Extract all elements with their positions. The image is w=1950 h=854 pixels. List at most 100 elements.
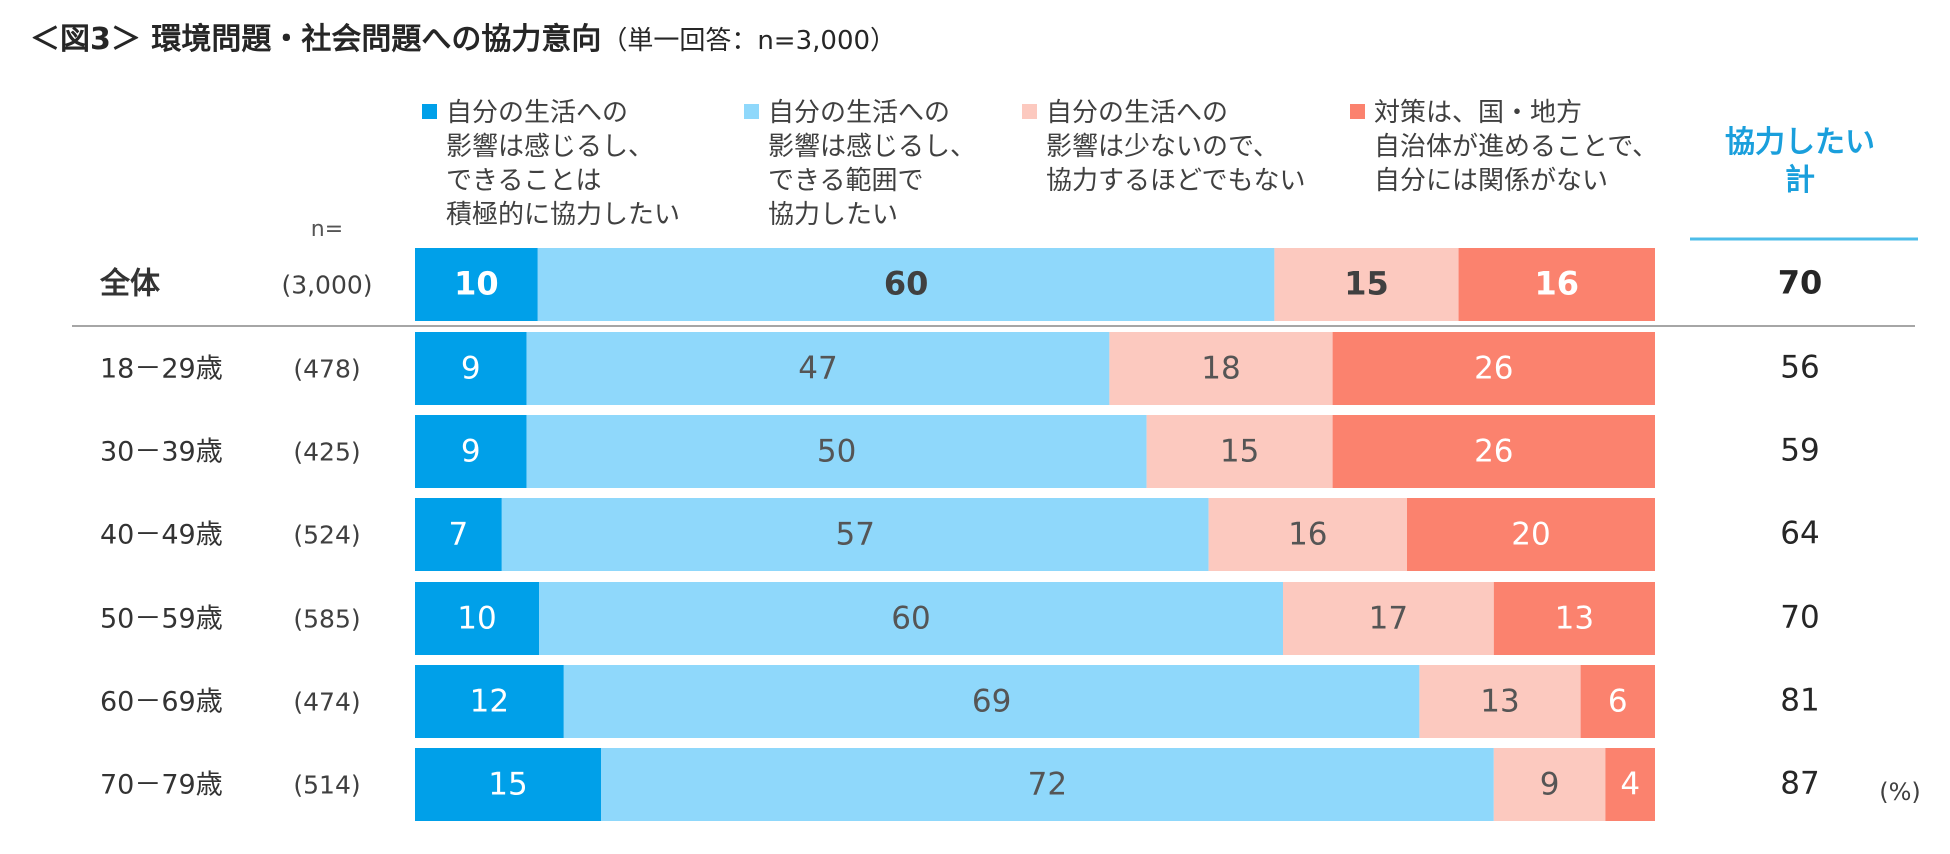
bar-seg-4: [1332, 415, 1655, 488]
bar-seg-2: [563, 665, 1420, 738]
legend-label-1-line-2: 影響は感じるし、: [446, 132, 654, 162]
row-total: 70: [1778, 264, 1823, 302]
bar-label-2: 57: [835, 517, 874, 553]
chart-title: ＜図3＞ 環境問題・社会問題への協力意向（単一回答：n=3,000）: [30, 14, 896, 58]
row-n: (425): [293, 438, 360, 467]
bar-seg-4: [1332, 332, 1655, 405]
bar-label-1: 15: [488, 767, 527, 803]
unit-label: (%): [1879, 778, 1921, 806]
row-total: 87: [1780, 766, 1819, 802]
bar-seg-1: [415, 415, 527, 488]
bar-label-2: 47: [798, 351, 837, 387]
bar-seg-3: [1109, 332, 1333, 405]
legend-label-3-line-1: 自分の生活への: [1046, 98, 1228, 128]
row-n: (474): [293, 688, 360, 717]
bar-label-4: 4: [1620, 767, 1640, 803]
bar-label-3: 17: [1369, 601, 1408, 637]
legend-label-2-line-1: 自分の生活への: [768, 98, 950, 128]
row-n: (3,000): [281, 271, 372, 300]
row-2: 18－29歳 (478) 9 47 18 26 56: [100, 332, 1820, 405]
row-label: 18－29歳: [100, 354, 223, 385]
legend-swatch-2: [744, 104, 759, 119]
bar-seg-2: [526, 415, 1147, 488]
bar-seg-3: [1274, 248, 1459, 321]
legend-label-2-line-3: できる範囲で: [768, 166, 923, 196]
bar-seg-4: [1493, 582, 1655, 655]
legend-label-4-line-2: 自治体が進めることで、: [1374, 132, 1658, 162]
row-total: 64: [1780, 516, 1819, 552]
bar-seg-4: [1580, 665, 1655, 738]
row-n: (478): [293, 355, 360, 384]
bar-label-4: 20: [1511, 517, 1550, 553]
bar-seg-1: [415, 498, 502, 571]
bar-seg-3: [1493, 748, 1606, 821]
bar-seg-1: [415, 582, 539, 655]
legend-label-3-line-3: 協力するほどでもない: [1046, 166, 1305, 196]
bar-seg-1: [415, 748, 601, 821]
bar-label-4: 6: [1608, 684, 1628, 720]
n-label: n=: [311, 217, 343, 242]
row-label: 60－69歳: [100, 687, 223, 718]
row-n: (585): [293, 605, 360, 634]
row-total: 70: [1780, 600, 1819, 636]
chart-title-main: ＜図3＞ 環境問題・社会問題への協力意向: [30, 22, 602, 57]
legend-label-2-line-4: 協力したい: [768, 200, 898, 230]
bar-label-3: 15: [1220, 434, 1259, 470]
legend: 自分の生活への影響は感じるし、できることは積極的に協力したい自分の生活への影響は…: [422, 98, 1658, 230]
bar-seg-3: [1146, 415, 1333, 488]
total-header-line-1: 協力したい: [1725, 125, 1875, 160]
bar-label-3: 16: [1288, 517, 1327, 553]
bar-label-1: 9: [461, 434, 481, 470]
bar-label-4: 26: [1474, 351, 1513, 387]
row-total: 56: [1780, 350, 1819, 386]
bar-seg-4: [1458, 248, 1655, 321]
legend-swatch-3: [1022, 104, 1037, 119]
bar-label-2: 69: [972, 684, 1011, 720]
bar-seg-2: [601, 748, 1494, 821]
bar-seg-3: [1419, 665, 1581, 738]
bar-seg-1: [415, 665, 564, 738]
row-n: (524): [293, 521, 360, 550]
legend-label-1-line-1: 自分の生活への: [446, 98, 628, 128]
row-6: 60－69歳 (474) 12 69 13 6 81: [100, 665, 1820, 738]
bar-seg-1: [415, 332, 527, 405]
bar-label-3: 13: [1480, 684, 1519, 720]
legend-swatch-4: [1350, 104, 1365, 119]
bar-label-3: 18: [1201, 351, 1240, 387]
row-n: (514): [293, 771, 360, 800]
legend-label-2-line-2: 影響は感じるし、: [768, 132, 976, 162]
bar-label-1: 7: [449, 517, 469, 553]
bar-label-2: 72: [1028, 767, 1067, 803]
bar-label-4: 26: [1474, 434, 1513, 470]
row-label: 30－39歳: [100, 437, 223, 468]
row-1: 全体 (3,000) 10 60 15 16 70: [99, 248, 1822, 321]
bar-label-3: 15: [1344, 265, 1389, 303]
bar-seg-4: [1605, 748, 1655, 821]
bar-seg-2: [526, 332, 1110, 405]
legend-label-1-line-4: 積極的に協力したい: [446, 200, 680, 230]
bar-label-3: 9: [1540, 767, 1560, 803]
row-5: 50－59歳 (585) 10 60 17 13 70: [100, 582, 1820, 655]
bar-label-1: 10: [457, 601, 496, 637]
bar-seg-3: [1283, 582, 1494, 655]
chart-title-note: （単一回答：n=3,000）: [601, 26, 897, 56]
row-label: 70－79歳: [100, 770, 223, 801]
legend-label-4-line-3: 自分には関係がない: [1374, 166, 1608, 196]
bar-label-4: 16: [1535, 265, 1580, 303]
total-header-line-2: 計: [1785, 163, 1815, 198]
legend-label-3-line-2: 影響は少ないので、: [1046, 132, 1279, 162]
legend-label-1-line-3: できることは: [446, 166, 601, 196]
row-label: 全体: [99, 267, 161, 302]
bar-seg-2: [539, 582, 1283, 655]
bar-label-1: 9: [461, 351, 481, 387]
row-total: 81: [1780, 683, 1819, 719]
bar-seg-3: [1208, 498, 1407, 571]
row-4: 40－49歳 (524) 7 57 16 20 64: [100, 498, 1820, 571]
bar-seg-4: [1407, 498, 1655, 571]
bar-seg-1: [415, 248, 538, 321]
row-label: 50－59歳: [100, 604, 223, 635]
bar-label-1: 12: [470, 684, 509, 720]
row-3: 30－39歳 (425) 9 50 15 26 59: [100, 415, 1820, 488]
